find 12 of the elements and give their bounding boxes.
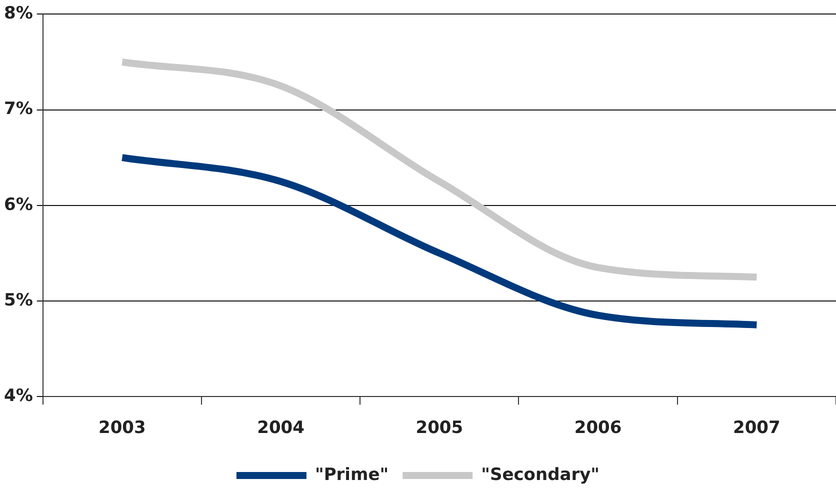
- y-tick-label: 4%: [4, 386, 33, 406]
- y-tick-label: 5%: [4, 290, 33, 310]
- x-tick-label: 2006: [574, 418, 622, 438]
- y-tick-label: 8%: [4, 4, 33, 24]
- y-tick-label: 6%: [4, 194, 33, 215]
- x-tick-label: 2004: [257, 418, 305, 438]
- legend-label: "Secondary": [481, 464, 600, 485]
- x-tick-label: 2005: [416, 418, 464, 438]
- legend-label: "Prime": [314, 464, 389, 485]
- x-tick-label: 2007: [733, 418, 780, 438]
- x-tick-label: 2003: [98, 418, 146, 438]
- y-tick-label: 7%: [4, 99, 33, 120]
